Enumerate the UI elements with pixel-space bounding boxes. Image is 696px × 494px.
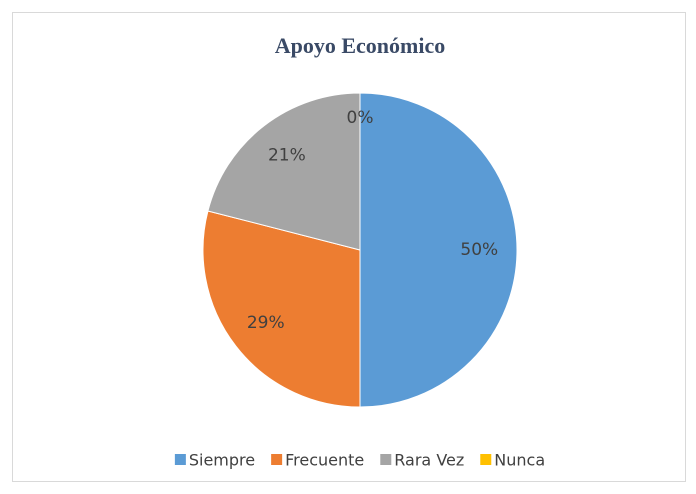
legend-label: Nunca [494,451,545,470]
legend-swatch [380,454,392,465]
data-label: 0% [347,108,374,128]
data-label: 29% [247,313,285,333]
legend-swatch [271,454,283,465]
legend-label: Frecuente [285,451,364,470]
data-label: 21% [268,146,306,166]
pie-slice [359,92,518,408]
pie-slice [202,210,361,408]
legend-label: Rara Vez [394,451,464,470]
legend-label: Siempre [189,451,255,470]
pie-slice [207,92,361,251]
legend-swatch [174,454,186,465]
chart-title: Apoyo Económico [275,33,446,58]
legend-swatch [480,454,492,465]
data-label: 50% [460,240,498,260]
